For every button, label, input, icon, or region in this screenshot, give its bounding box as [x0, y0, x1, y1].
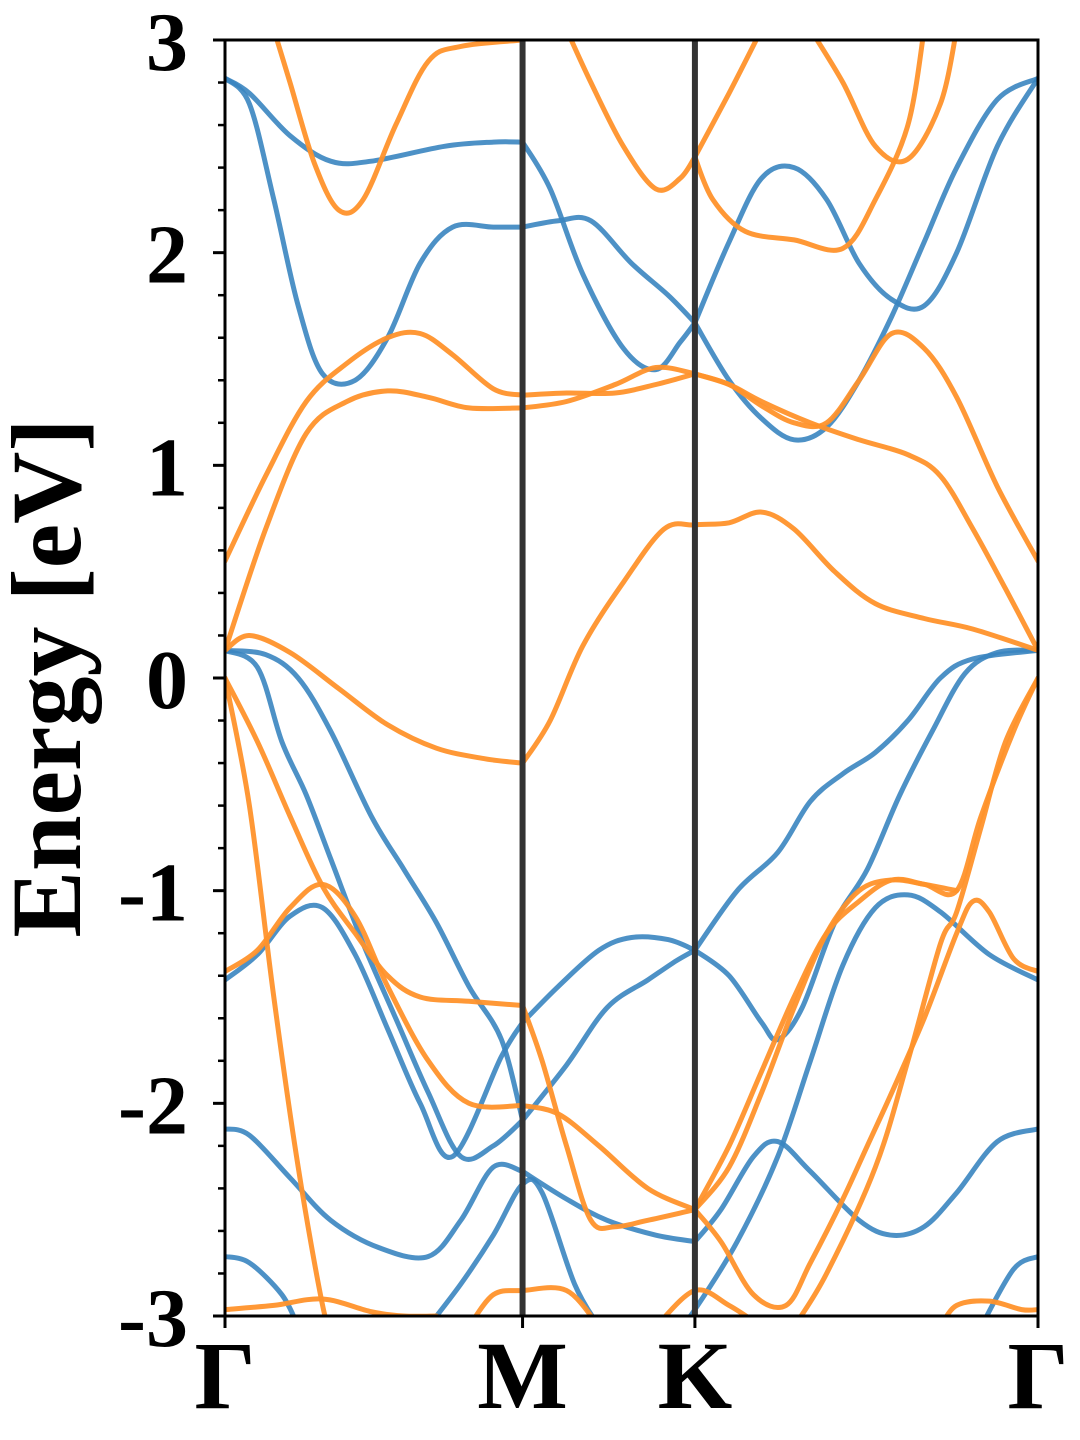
band-line-orange-45 — [798, 675, 1038, 1316]
y-axis-label: Energy [eV] — [0, 418, 102, 937]
band-line-orange-27 — [225, 388, 526, 653]
band-line-orange-22 — [568, 40, 698, 193]
band-line-orange-21 — [274, 40, 526, 216]
x-tick-label: M — [477, 1322, 568, 1429]
band-line-blue-16 — [692, 1126, 1038, 1245]
band-line-orange-24 — [692, 40, 926, 253]
band-line-orange-39 — [692, 877, 960, 1213]
band-line-orange-44 — [662, 1287, 751, 1316]
band-line-blue-3 — [520, 139, 698, 373]
band-line-blue-10 — [520, 934, 698, 1025]
band-line-orange-42 — [225, 1296, 439, 1316]
band-line-blue-20 — [983, 1254, 1038, 1316]
x-tick-label: Γ — [1007, 1322, 1068, 1429]
band-line-orange-23 — [692, 40, 760, 160]
band-line-blue-13 — [692, 647, 1038, 953]
band-line-blue-12 — [692, 647, 1038, 1043]
band-line-orange-26 — [225, 329, 526, 564]
band-line-blue-15 — [520, 1168, 698, 1245]
band-line-orange-35 — [225, 881, 526, 1110]
y-tick-label: -2 — [118, 1059, 188, 1152]
band-line-blue-11 — [520, 947, 698, 1123]
y-tick-label: 1 — [146, 421, 188, 514]
band-line-orange-29 — [520, 364, 698, 411]
band-line-orange-32 — [225, 633, 526, 766]
band-line-blue-2 — [225, 75, 526, 387]
band-line-blue-9 — [225, 902, 526, 1160]
band-line-orange-41 — [692, 897, 1038, 1310]
band-line-orange-31 — [692, 371, 1038, 653]
band-line-blue-17 — [225, 1254, 297, 1316]
band-line-orange-34 — [225, 675, 526, 1008]
band-line-blue-4 — [520, 214, 698, 326]
x-tick-label: K — [658, 1322, 733, 1429]
band-line-blue-1 — [225, 75, 526, 167]
band-line-orange-33 — [520, 509, 1038, 766]
x-tick-label: Γ — [194, 1322, 255, 1429]
y-tick-label: 0 — [146, 634, 188, 727]
band-line-orange-46 — [943, 1298, 1038, 1316]
band-line-blue-5 — [692, 75, 1038, 326]
band-line-orange-37 — [520, 1103, 698, 1213]
y-tick-label: 3 — [146, 0, 188, 89]
band-line-orange-28 — [520, 371, 698, 398]
band-series-layer — [225, 40, 1038, 1316]
y-tick-label: -3 — [118, 1272, 188, 1365]
y-tick-label: 2 — [146, 209, 188, 302]
band-line-orange-25 — [814, 40, 958, 165]
band-line-orange-36 — [520, 1003, 698, 1232]
y-tick-label: -1 — [118, 847, 188, 940]
y-axis-ticks: 3 2 1 0 -1 -2 -3 — [118, 0, 225, 1365]
band-line-blue-14 — [225, 1126, 526, 1261]
high-symmetry-lines — [519, 40, 698, 1316]
band-line-blue-7 — [225, 647, 526, 1123]
band-line-orange-30 — [692, 329, 1038, 564]
